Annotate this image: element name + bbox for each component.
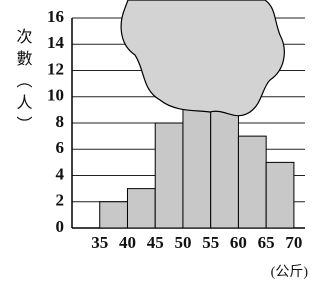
x-tick-label: 40 <box>119 233 136 252</box>
bar <box>155 123 183 228</box>
chart: 次數（人） (公斤) 0 2 4 6 8 10 12 14 16 35 40 45 50 55 60 65 70 <box>0 0 313 285</box>
cloud-cover <box>121 0 284 116</box>
bar <box>127 189 155 228</box>
y-axis-title: 次數（人） <box>14 28 33 138</box>
y-tick-label: 12 <box>47 59 64 78</box>
x-tick-label: 35 <box>91 233 108 252</box>
y-tick-label: 10 <box>47 86 64 105</box>
x-tick-label: 50 <box>174 233 191 252</box>
x-tick-label: 65 <box>258 233 275 252</box>
x-tick-label: 60 <box>230 233 247 252</box>
bar <box>238 136 266 228</box>
x-axis-unit: (公斤) <box>271 264 309 280</box>
y-tick-label: 2 <box>56 191 65 210</box>
y-tick-label: 4 <box>56 164 65 183</box>
y-tick-label: 6 <box>56 138 65 157</box>
x-tick-label: 70 <box>285 233 302 252</box>
bar <box>100 202 128 228</box>
y-tick-label: 14 <box>47 33 65 52</box>
y-tick-label: 16 <box>47 7 64 26</box>
y-tick-label: 8 <box>56 112 65 131</box>
x-tick-label: 55 <box>202 233 219 252</box>
bar <box>266 162 294 228</box>
y-tick-label: 0 <box>56 217 65 236</box>
x-tick-label: 45 <box>147 233 164 252</box>
